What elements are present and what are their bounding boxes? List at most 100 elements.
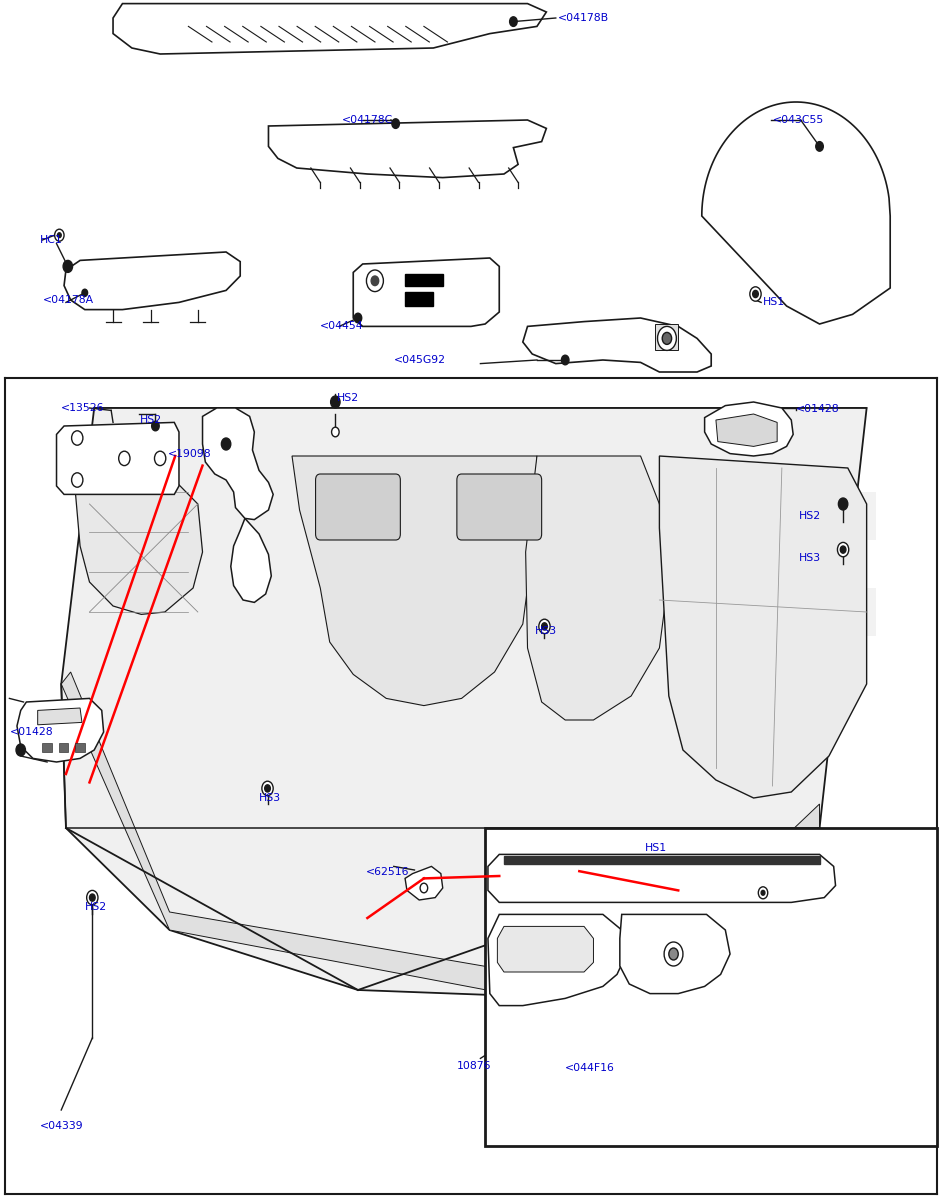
Text: <62516: <62516 (365, 868, 409, 877)
Text: <04339: <04339 (40, 1121, 83, 1130)
Text: <04178A: <04178A (42, 295, 93, 305)
Text: <04454: <04454 (320, 322, 364, 331)
Polygon shape (705, 402, 793, 456)
Bar (565, 540, 617, 588)
Circle shape (840, 546, 846, 553)
Circle shape (262, 781, 273, 796)
Polygon shape (488, 854, 836, 902)
Text: HS3: HS3 (799, 553, 820, 563)
Polygon shape (38, 708, 82, 725)
Bar (824, 492, 876, 540)
Bar (485, 828, 937, 1146)
Bar (42, 743, 52, 752)
FancyBboxPatch shape (457, 474, 542, 540)
Text: HS3: HS3 (259, 793, 281, 803)
Text: car  parts: car parts (315, 698, 401, 718)
Circle shape (366, 270, 383, 292)
Circle shape (331, 396, 340, 408)
Text: HC1: HC1 (40, 235, 62, 245)
Text: <04178C: <04178C (342, 115, 393, 125)
Bar (772, 636, 824, 684)
Text: <043C55: <043C55 (772, 115, 823, 125)
Bar (669, 540, 721, 588)
Circle shape (510, 17, 517, 26)
Text: <19098: <19098 (168, 449, 211, 458)
Text: <13526: <13526 (61, 403, 105, 413)
Polygon shape (620, 914, 730, 994)
Circle shape (87, 890, 98, 905)
Circle shape (55, 229, 64, 241)
Bar (504, 856, 820, 864)
Bar (565, 636, 617, 684)
Polygon shape (353, 258, 499, 326)
Circle shape (63, 260, 73, 272)
Text: HS1: HS1 (645, 844, 667, 853)
Circle shape (508, 943, 519, 958)
Text: HS3: HS3 (535, 626, 557, 636)
Circle shape (152, 421, 159, 431)
Polygon shape (113, 4, 546, 54)
Polygon shape (61, 408, 867, 996)
Circle shape (354, 313, 362, 323)
Polygon shape (659, 456, 867, 798)
Text: <01428: <01428 (796, 404, 839, 414)
Text: HS1: HS1 (763, 298, 785, 307)
Circle shape (392, 119, 399, 128)
Polygon shape (292, 456, 537, 706)
Bar (58, 743, 68, 752)
Bar (721, 588, 772, 636)
Circle shape (16, 744, 25, 756)
Polygon shape (57, 422, 179, 494)
Circle shape (502, 936, 525, 965)
Circle shape (154, 451, 166, 466)
Text: <01428: <01428 (9, 727, 53, 737)
Circle shape (669, 948, 678, 960)
Circle shape (420, 883, 428, 893)
FancyBboxPatch shape (316, 474, 400, 540)
Bar (721, 492, 772, 540)
Circle shape (761, 890, 765, 895)
Polygon shape (655, 324, 678, 350)
Circle shape (89, 894, 95, 901)
Circle shape (82, 289, 88, 296)
Circle shape (119, 451, 130, 466)
Polygon shape (61, 672, 820, 996)
Text: HS2: HS2 (337, 394, 359, 403)
Circle shape (561, 355, 569, 365)
Polygon shape (716, 414, 777, 446)
Circle shape (72, 431, 83, 445)
Circle shape (662, 332, 672, 344)
Circle shape (816, 142, 823, 151)
Text: <04178B: <04178B (558, 13, 609, 23)
Circle shape (332, 427, 339, 437)
Text: <044F16: <044F16 (565, 1063, 615, 1073)
Circle shape (72, 473, 83, 487)
Bar (405, 274, 443, 286)
Circle shape (57, 233, 61, 238)
Circle shape (539, 619, 550, 634)
Text: HS2: HS2 (139, 415, 161, 425)
Polygon shape (75, 480, 203, 614)
Circle shape (838, 498, 848, 510)
Text: HS2: HS2 (799, 511, 820, 521)
Text: <045G92: <045G92 (394, 355, 446, 365)
Bar (75, 743, 85, 752)
Polygon shape (231, 518, 271, 602)
Polygon shape (488, 914, 626, 1006)
Circle shape (658, 326, 676, 350)
Circle shape (750, 287, 761, 301)
Polygon shape (94, 408, 867, 456)
Text: HS2: HS2 (85, 902, 106, 912)
Text: scuderia: scuderia (217, 622, 537, 686)
Polygon shape (203, 408, 273, 520)
Circle shape (664, 942, 683, 966)
Bar (617, 492, 669, 540)
Text: 10876: 10876 (457, 1061, 492, 1070)
Bar (669, 636, 721, 684)
Polygon shape (64, 252, 240, 310)
Polygon shape (523, 318, 711, 372)
Circle shape (542, 623, 547, 630)
Circle shape (753, 290, 758, 298)
Bar (824, 588, 876, 636)
Polygon shape (702, 102, 890, 324)
